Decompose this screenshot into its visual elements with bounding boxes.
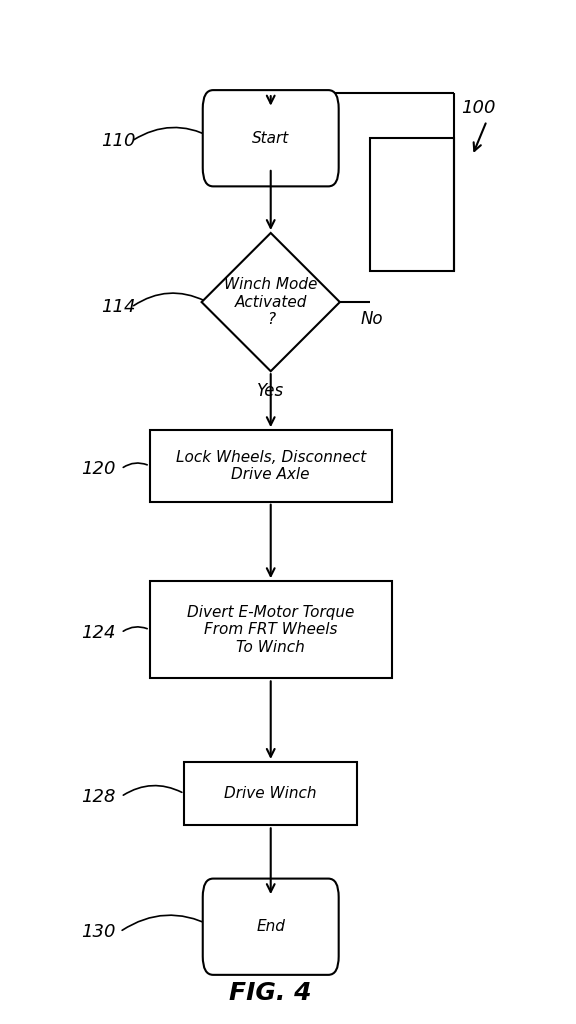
Text: 120: 120	[81, 460, 115, 478]
Text: End: End	[256, 920, 285, 934]
Text: 114: 114	[101, 298, 135, 316]
Bar	[150, 582, 392, 678]
Text: No: No	[360, 310, 383, 329]
Text: Start: Start	[252, 131, 289, 145]
Text: Yes: Yes	[257, 382, 285, 400]
Text: Lock Wheels, Disconnect
Drive Axle: Lock Wheels, Disconnect Drive Axle	[176, 450, 366, 482]
Text: 130: 130	[81, 923, 115, 941]
Text: 110: 110	[101, 132, 135, 151]
Bar	[370, 138, 454, 271]
Text: 100: 100	[461, 98, 495, 117]
Polygon shape	[202, 233, 340, 372]
Text: Drive Winch: Drive Winch	[225, 786, 317, 801]
Text: 128: 128	[81, 787, 115, 806]
FancyBboxPatch shape	[203, 90, 339, 186]
Bar	[150, 430, 392, 502]
Text: Divert E-Motor Torque
From FRT Wheels
To Winch: Divert E-Motor Torque From FRT Wheels To…	[187, 605, 354, 654]
Text: Winch Mode
Activated
?: Winch Mode Activated ?	[224, 278, 317, 327]
Text: 124: 124	[81, 624, 115, 642]
FancyBboxPatch shape	[203, 879, 339, 975]
Text: FIG. 4: FIG. 4	[229, 981, 312, 1006]
Bar	[184, 762, 357, 825]
